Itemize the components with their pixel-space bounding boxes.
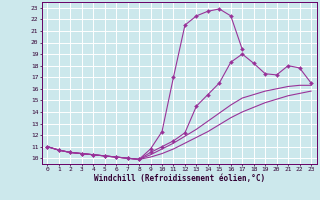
X-axis label: Windchill (Refroidissement éolien,°C): Windchill (Refroidissement éolien,°C): [94, 174, 265, 183]
